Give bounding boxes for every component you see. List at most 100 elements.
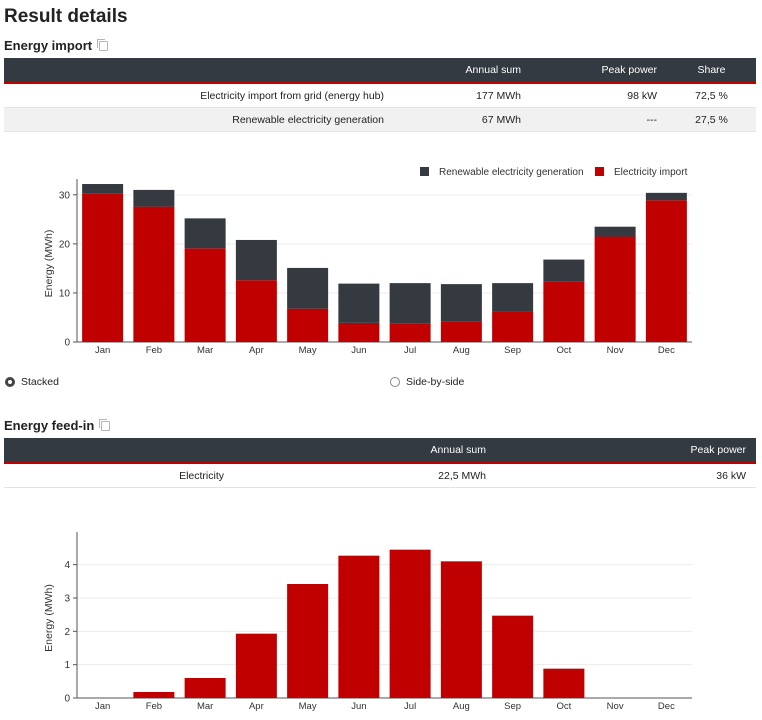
x-tick-label: Nov xyxy=(607,701,624,712)
bar xyxy=(235,280,277,342)
energy-feedin-chart: 0 1 2 3 4 Energy (MWh) Jan Feb Mar Apr May Jun Jul Au… xyxy=(43,532,692,712)
table-row: Electricity import from grid (energy hub… xyxy=(4,83,756,108)
bar xyxy=(440,321,482,342)
x-tick-label: May xyxy=(299,701,317,712)
x-tick-label: Dec xyxy=(658,345,675,356)
bar xyxy=(184,248,226,342)
y-tick-label: 30 xyxy=(59,190,71,201)
energy-feedin-title: Energy feed-in xyxy=(4,418,111,433)
row-annual-sum: 22,5 MWh xyxy=(234,463,496,488)
bar xyxy=(543,259,585,282)
x-tick-label: Feb xyxy=(146,701,162,712)
bar xyxy=(645,200,687,342)
y-tick-label: 0 xyxy=(64,338,70,349)
x-tick-label: Sep xyxy=(504,701,521,712)
y-tick-label: 10 xyxy=(59,288,71,299)
bar xyxy=(440,284,482,322)
bar xyxy=(338,555,380,698)
table-row: Renewable electricity generation 67 MWh … xyxy=(4,107,756,132)
x-tick-label: Oct xyxy=(556,701,571,712)
bar xyxy=(235,633,277,698)
y-tick-label: 0 xyxy=(64,694,70,705)
energy-feedin-title-text: Energy feed-in xyxy=(4,418,95,433)
bar xyxy=(287,584,329,698)
bar xyxy=(492,283,534,312)
bar xyxy=(389,283,431,324)
x-tick-label: Jul xyxy=(404,345,416,356)
bar xyxy=(645,192,687,201)
bar xyxy=(338,322,380,342)
energy-import-chart: 0 10 20 30 Energy (MWh) Jan Feb Mar Apr May Jun Jul… xyxy=(43,167,692,356)
table-header-row: Annual sum Peak power xyxy=(4,438,756,464)
x-tick-label: Sep xyxy=(504,345,521,356)
row-annual-sum: 177 MWh xyxy=(394,83,531,108)
x-tick-label: Jan xyxy=(95,345,110,356)
bar xyxy=(594,236,636,342)
bar xyxy=(287,308,329,342)
header-annual-sum: Annual sum xyxy=(234,438,496,464)
side-by-side-label: Side-by-side xyxy=(406,376,465,388)
legend-label: Renewable electricity generation xyxy=(439,167,584,178)
bar xyxy=(543,668,585,698)
row-peak-power: 98 kW xyxy=(531,83,667,108)
energy-feedin-table: Annual sum Peak power Electricity 22,5 M… xyxy=(4,438,756,488)
row-annual-sum: 67 MWh xyxy=(394,107,531,132)
energy-import-title-text: Energy import xyxy=(4,38,93,53)
copy-icon[interactable] xyxy=(97,38,109,51)
header-empty xyxy=(4,58,394,84)
stacked-option[interactable]: Stacked xyxy=(5,376,59,388)
header-peak-power: Peak power xyxy=(531,58,667,84)
header-annual-sum: Annual sum xyxy=(394,58,531,84)
x-tick-label: Feb xyxy=(146,345,162,356)
side-by-side-radio[interactable] xyxy=(390,377,400,387)
x-tick-label: Dec xyxy=(658,701,675,712)
bar xyxy=(338,283,380,323)
bar xyxy=(594,226,636,237)
energy-import-table: Annual sum Peak power Share Electricity … xyxy=(4,58,756,132)
row-label: Electricity xyxy=(4,463,234,488)
x-tick-label: Mar xyxy=(197,701,213,712)
bar xyxy=(133,189,175,207)
x-tick-label: Apr xyxy=(249,345,264,356)
page-title: Result details xyxy=(4,6,128,27)
x-tick-label: Jun xyxy=(351,345,366,356)
y-axis-label: Energy (MWh) xyxy=(43,230,55,298)
energy-import-title: Energy import xyxy=(4,38,109,53)
bar xyxy=(543,281,585,342)
x-tick-label: Apr xyxy=(249,701,264,712)
x-tick-label: Jan xyxy=(95,701,110,712)
bar xyxy=(389,323,431,342)
x-tick-label: Jul xyxy=(404,701,416,712)
y-tick-label: 2 xyxy=(64,627,70,638)
x-tick-label: Nov xyxy=(607,345,624,356)
bar xyxy=(133,206,175,342)
bar xyxy=(133,692,175,698)
bar xyxy=(440,561,482,698)
bar xyxy=(235,239,277,281)
stacked-radio[interactable] xyxy=(5,377,15,387)
bar xyxy=(492,311,534,342)
y-tick-label: 3 xyxy=(64,594,70,605)
header-empty xyxy=(4,438,234,464)
header-share: Share xyxy=(667,58,756,84)
y-tick-label: 4 xyxy=(64,560,70,571)
legend-swatch xyxy=(420,167,429,176)
row-share: 72,5 % xyxy=(667,83,756,108)
copy-icon[interactable] xyxy=(99,418,111,431)
row-share: 27,5 % xyxy=(667,107,756,132)
side-by-side-option[interactable]: Side-by-side xyxy=(390,376,464,388)
stacked-label: Stacked xyxy=(21,376,59,388)
row-peak-power: 36 kW xyxy=(496,463,756,488)
x-tick-label: May xyxy=(299,345,317,356)
table-header-row: Annual sum Peak power Share xyxy=(4,58,756,84)
y-tick-label: 1 xyxy=(64,660,70,671)
x-tick-label: Oct xyxy=(556,345,571,356)
row-label: Electricity import from grid (energy hub… xyxy=(4,83,394,108)
row-label: Renewable electricity generation xyxy=(4,107,394,132)
x-tick-label: Aug xyxy=(453,345,470,356)
y-axis-label: Energy (MWh) xyxy=(43,584,55,652)
x-tick-label: Mar xyxy=(197,345,213,356)
bar xyxy=(184,678,226,698)
x-tick-label: Aug xyxy=(453,701,470,712)
x-tick-label: Jun xyxy=(351,701,366,712)
